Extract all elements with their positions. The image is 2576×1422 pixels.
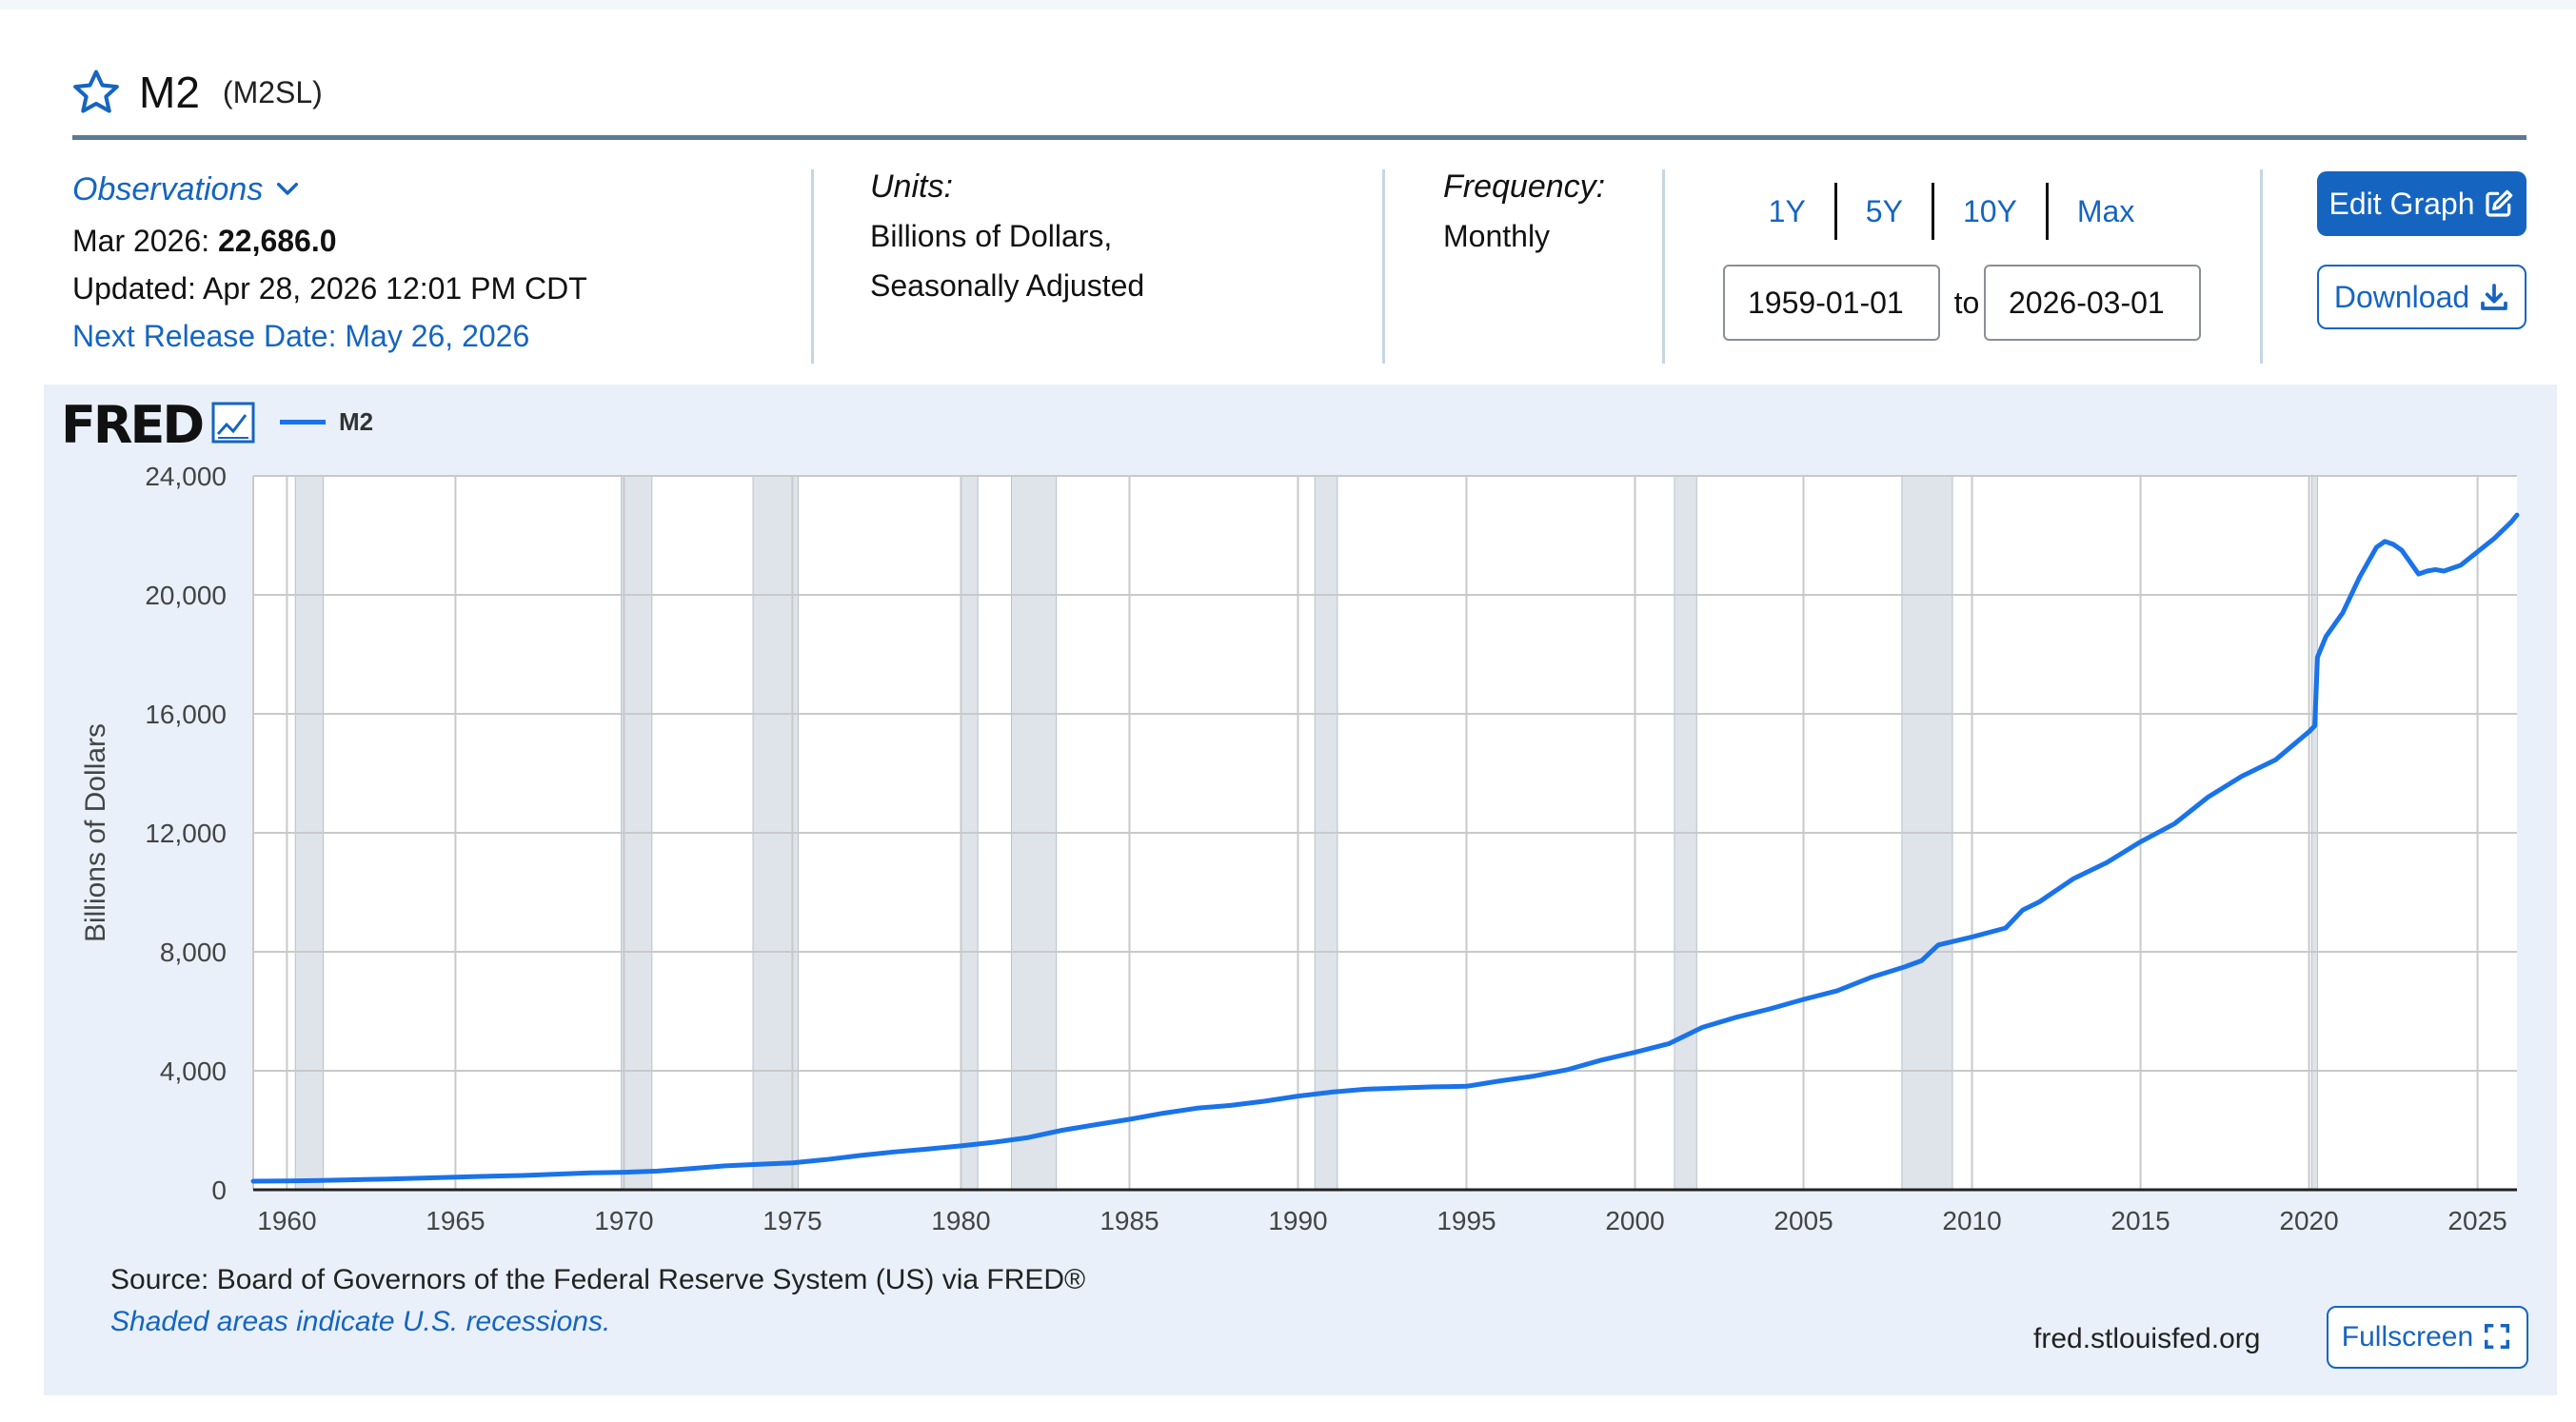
fullscreen-button[interactable]: Fullscreen xyxy=(2327,1306,2528,1369)
series-code: (M2SL) xyxy=(222,74,323,109)
observations-panel: Observations Mar 2026: 22,686.0 Updated:… xyxy=(72,162,796,360)
edit-graph-button[interactable]: Edit Graph xyxy=(2317,171,2526,236)
range-tab-5y[interactable]: 5Y xyxy=(1837,183,1934,240)
end-date-input[interactable]: 2026-03-01 xyxy=(1984,265,2201,341)
range-tab-max[interactable]: Max xyxy=(2076,194,2135,228)
x-tick-label: 1995 xyxy=(1437,1206,1496,1235)
units-panel: Units: Billions of Dollars, Seasonally A… xyxy=(870,162,1365,310)
range-tab-1y[interactable]: 1Y xyxy=(1740,183,1837,240)
download-label: Download xyxy=(2333,279,2470,314)
latest-observation: Mar 2026: 22,686.0 xyxy=(72,217,796,265)
x-tick-label: 1980 xyxy=(931,1206,990,1235)
y-tick-label: 0 xyxy=(211,1175,227,1205)
x-tick-label: 2000 xyxy=(1605,1206,1664,1235)
y-tick-label: 8,000 xyxy=(160,938,227,967)
y-tick-label: 12,000 xyxy=(145,819,227,848)
y-tick-label: 16,000 xyxy=(145,700,227,729)
legend-swatch-m2 xyxy=(280,420,326,425)
series-line-m2 xyxy=(250,512,2520,1184)
site-url: fred.stlouisfed.org xyxy=(2033,1323,2261,1354)
column-divider xyxy=(2260,169,2263,364)
edit-graph-label: Edit Graph xyxy=(2328,186,2475,221)
series-title: M2 xyxy=(139,68,200,117)
fred-logo: FRED xyxy=(61,394,255,455)
units-line-2: Seasonally Adjusted xyxy=(870,268,1145,303)
external-edit-icon xyxy=(2484,188,2514,219)
observations-toggle[interactable]: Observations xyxy=(72,162,796,217)
frequency-label: Frequency: xyxy=(1443,168,1606,205)
x-tick-label: 2005 xyxy=(1773,1206,1833,1235)
y-axis-title: Billions of Dollars xyxy=(80,723,111,942)
chart-legend: M2 xyxy=(280,407,373,437)
latest-observation-value: 22,686.0 xyxy=(217,224,337,258)
observations-label: Observations xyxy=(72,170,264,207)
legend-label-m2: M2 xyxy=(339,407,374,436)
range-tabs: 1Y 5Y 10Y Max xyxy=(1685,183,2218,240)
x-tick-label: 1975 xyxy=(763,1206,822,1235)
x-tick-label: 1990 xyxy=(1268,1206,1327,1235)
y-tick-label: 20,000 xyxy=(145,581,227,610)
column-divider xyxy=(811,169,814,364)
title-divider xyxy=(72,135,2526,140)
x-tick-label: 1970 xyxy=(594,1206,653,1235)
units-label: Units: xyxy=(870,168,953,205)
range-tab-10y[interactable]: 10Y xyxy=(1934,183,2049,240)
x-tick-label: 2025 xyxy=(2447,1206,2507,1235)
column-divider xyxy=(1662,169,1665,364)
chart: 0 4,000 8,000 12,000 16,000 20,000 24,000 1960 1… xyxy=(80,462,2520,1235)
updated-timestamp: Updated: Apr 28, 2026 12:01 PM CDT xyxy=(72,271,587,306)
units-line-1: Billions of Dollars, xyxy=(870,219,1113,253)
next-release-link[interactable]: Next Release Date: May 26, 2026 xyxy=(72,319,530,353)
series-title-row: M2 (M2SL) xyxy=(70,59,323,126)
fred-logo-text: FRED xyxy=(61,394,205,455)
date-range-to-label: to xyxy=(1953,286,1980,320)
y-tick-label: 4,000 xyxy=(160,1057,227,1086)
start-date-input[interactable]: 1959-01-01 xyxy=(1723,265,1940,341)
fullscreen-label: Fullscreen xyxy=(2341,1321,2474,1353)
frequency-value: Monthly xyxy=(1443,219,1551,253)
recession-note: Shaded areas indicate U.S. recessions. xyxy=(110,1306,611,1337)
x-tick-label: 2015 xyxy=(2110,1206,2170,1235)
source-note: Source: Board of Governors of the Federa… xyxy=(110,1264,1086,1295)
y-tick-label: 24,000 xyxy=(145,462,227,491)
frequency-panel: Frequency: Monthly xyxy=(1443,162,1634,261)
fullscreen-icon xyxy=(2483,1322,2513,1353)
x-tick-label: 1960 xyxy=(257,1206,316,1235)
x-tick-label: 2010 xyxy=(1942,1206,2001,1235)
chevron-down-icon xyxy=(272,174,303,205)
download-button[interactable]: Download xyxy=(2317,265,2526,329)
x-tick-label: 2020 xyxy=(2279,1206,2338,1235)
star-icon[interactable] xyxy=(70,67,122,118)
x-tick-label: 1965 xyxy=(426,1206,485,1235)
column-divider xyxy=(1382,169,1385,364)
download-icon xyxy=(2479,282,2509,312)
chart-panel: 0 4,000 8,000 12,000 16,000 20,000 24,000 1960 1… xyxy=(44,385,2557,1395)
latest-observation-date: Mar 2026: xyxy=(72,224,210,258)
x-tick-label: 1985 xyxy=(1100,1206,1159,1235)
line-chart-icon xyxy=(211,402,255,448)
